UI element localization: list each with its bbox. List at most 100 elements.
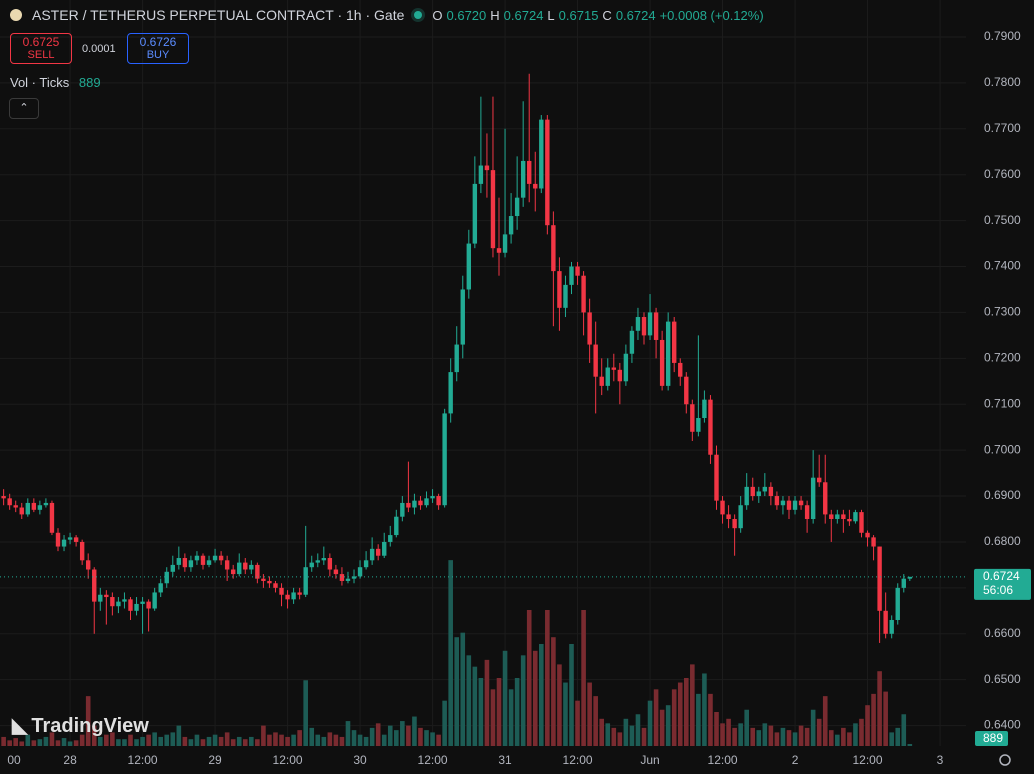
open-value: 0.6720 [446,7,487,23]
candle-body [110,597,115,607]
volume-bar [303,680,308,746]
candle-body [768,486,774,497]
buy-label: BUY [146,49,170,61]
candle-body [164,571,169,584]
candle-body [750,486,755,497]
candle-body [351,576,357,579]
candle-body [218,555,224,561]
volume-legend: Vol · Ticks 889 [10,75,101,90]
volume-bar [883,691,888,746]
candle-body [255,564,260,579]
candle-body [406,502,411,508]
candle-body [321,558,327,561]
volume-bar [236,736,242,746]
volume-bar [732,727,737,746]
candle-body [116,601,121,607]
low-value: 0.6715 [558,7,599,23]
volume-bar [786,730,792,746]
candle-body [357,567,363,577]
candle-body [641,317,647,336]
volume-bar [629,725,635,746]
x-tick-label: 12:00 [273,753,303,767]
buy-price: 0.6726 [139,35,177,49]
collapse-button[interactable]: ⌃ [9,98,39,119]
candle-body [883,610,888,634]
volume-bar [394,730,399,746]
sell-button[interactable]: 0.6725 SELL [10,33,72,64]
volume-bar [623,718,629,746]
last-price-label: 0.6724 [983,569,1020,583]
countdown-label: 56:06 [983,583,1013,597]
volume-bar [67,741,73,746]
l-label: L [547,7,555,23]
volume-bar [297,730,302,746]
candle-body [557,271,562,308]
candle-body [466,243,472,290]
candle-body [13,505,18,508]
volume-bar [677,682,683,746]
candle-body [460,289,465,345]
candle-body [273,583,278,588]
volume-legend-title: Vol · Ticks [10,75,70,90]
symbol-title[interactable]: ASTER / TETHERUS PERPETUAL CONTRACT · 1h… [32,7,405,23]
volume-bar [720,723,725,746]
candle-body [37,505,43,510]
x-tick-label: 12:00 [853,753,883,767]
volume-bar [261,725,266,746]
volume-bar [31,740,37,746]
volume-bar [683,678,689,746]
volume-bar [889,732,894,746]
candle-body [448,372,453,414]
candle-body [418,500,423,506]
buy-button[interactable]: 0.6726 BUY [127,33,189,64]
volume-bar [339,736,345,746]
volume-bar [847,732,852,746]
volume-bar [49,732,55,746]
y-tick-label: 0.7000 [984,442,1021,456]
candle-body [853,512,858,522]
change-value: +0.0008 (+0.12%) [659,7,764,23]
candle-body [672,321,677,363]
candle-body [684,376,689,405]
candle-body [901,578,906,588]
volume-bar [218,736,224,746]
candle-body [599,376,604,386]
candle-body [829,514,834,520]
volume-bar [454,637,460,746]
volume-bar [798,725,804,746]
candle-body [49,502,55,533]
volume-bar [418,727,423,746]
volume-bar [744,709,750,746]
candle-body [786,500,792,510]
logo[interactable]: ◣ TradingView [12,713,149,738]
candle-body [792,500,798,510]
last-price-box [974,568,1031,600]
candle-body [388,535,393,542]
candle-body [472,183,478,244]
volume-bar [532,650,538,746]
volume-bar [828,730,834,746]
volume-bar [859,718,864,746]
candle-body [726,514,731,520]
h-label: H [490,7,500,23]
volume-bar [448,560,453,746]
candle-body [424,498,429,506]
settings-icon[interactable] [999,754,1011,766]
volume-bar [756,730,762,746]
y-tick-label: 0.6800 [984,534,1021,548]
volume-bar [853,723,858,746]
candle-body [170,564,175,572]
candle-body [720,500,725,515]
candle-body [484,165,490,171]
candle-body [581,275,586,313]
candle-body [261,578,266,581]
volume-bar [865,705,870,746]
candle-body [297,592,302,595]
volume-bar [164,734,170,746]
candle-body [1,496,6,499]
volume-bar [696,693,701,746]
candle-body [690,404,695,432]
candle-body [86,560,91,570]
volume-bar [762,723,768,746]
candle-body [230,569,236,575]
